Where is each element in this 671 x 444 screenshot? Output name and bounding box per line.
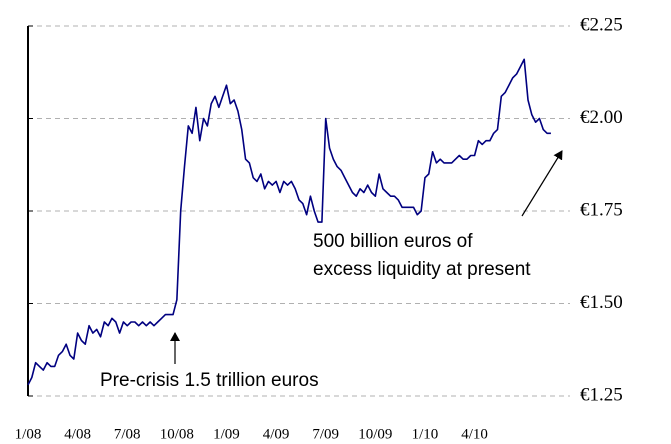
x-tick-label: 4/10 bbox=[461, 426, 488, 442]
y-tick-label: €1.50 bbox=[580, 292, 623, 313]
x-tick-label: 4/08 bbox=[64, 426, 91, 442]
annotation: 500 billion euros of bbox=[313, 231, 473, 252]
grid bbox=[28, 25, 570, 397]
line bbox=[27, 58, 551, 386]
plot bbox=[27, 58, 551, 386]
x-tick-label: 1/08 bbox=[15, 426, 42, 442]
x-tick-label: 4/09 bbox=[263, 426, 290, 442]
x-tick-label: 7/09 bbox=[312, 426, 339, 442]
x-tick-label: 10/08 bbox=[160, 426, 194, 442]
x-tick-label: 1/10 bbox=[412, 426, 439, 442]
y-tick-label: €1.75 bbox=[580, 199, 623, 220]
y-tick-label: €2.25 bbox=[580, 14, 623, 35]
x-tick-label: 10/09 bbox=[358, 426, 392, 442]
arrow bbox=[521, 150, 563, 217]
annotation: excess liquidity at present bbox=[313, 259, 531, 280]
y-tick-label: €2.00 bbox=[580, 107, 623, 128]
x-tick-label: 7/08 bbox=[114, 426, 141, 442]
x-tick-label: 1/09 bbox=[213, 426, 240, 442]
y-tick-label: €1.25 bbox=[580, 384, 623, 405]
annotation: Pre-crisis 1.5 trillion euros bbox=[100, 370, 319, 391]
